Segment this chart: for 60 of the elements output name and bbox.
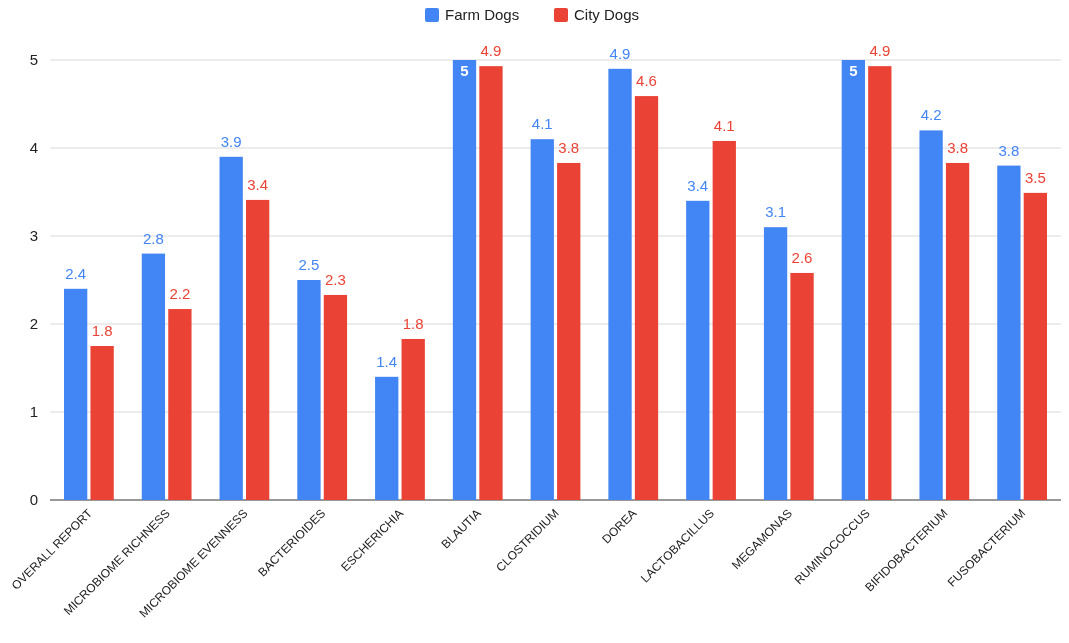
bar	[557, 162, 581, 500]
bar	[219, 156, 243, 500]
data-label: 2.6	[791, 248, 813, 266]
bar	[790, 272, 814, 500]
data-label: 5	[849, 62, 858, 79]
bar	[168, 309, 192, 500]
data-label: 3.8	[998, 141, 1020, 159]
bar	[712, 140, 736, 500]
bar	[763, 227, 788, 500]
bar	[90, 346, 114, 500]
bar	[686, 200, 710, 500]
data-label: 3.4	[247, 175, 269, 193]
data-label: 4.9	[869, 42, 891, 60]
data-label: 3.4	[687, 176, 709, 194]
bar	[608, 68, 632, 500]
data-label: 3.8	[947, 138, 969, 156]
data-label: 3.1	[765, 203, 786, 221]
data-label: 4.9	[609, 44, 631, 62]
bar	[323, 294, 348, 500]
data-label: 4.2	[920, 106, 942, 124]
y-tick-label: 2	[29, 315, 38, 332]
y-tick-label: 0	[29, 491, 38, 508]
data-label: 4.9	[480, 42, 502, 60]
data-label: 4.1	[713, 116, 735, 134]
bar	[841, 60, 865, 500]
data-label: 1.4	[376, 352, 398, 370]
data-label: 2.5	[298, 256, 320, 273]
legend-label: Farm Dogs	[445, 6, 520, 23]
bar	[945, 162, 970, 500]
bar	[634, 96, 659, 500]
y-tick-label: 5	[29, 51, 38, 68]
data-label: 3.8	[558, 138, 580, 156]
data-label: 1.8	[402, 314, 424, 332]
bar	[479, 66, 503, 500]
data-label: 2.2	[169, 285, 191, 303]
bar	[141, 253, 166, 500]
data-label: 3.5	[1024, 168, 1046, 186]
data-label: 2.8	[142, 229, 164, 247]
bar	[401, 338, 425, 500]
bar	[530, 139, 554, 500]
data-label: 2.3	[325, 270, 346, 288]
bar	[997, 165, 1021, 500]
data-label: 1.8	[91, 322, 113, 339]
legend-label: City Dogs	[574, 6, 640, 23]
y-tick-label: 4	[29, 139, 38, 156]
data-label: 5	[460, 62, 469, 79]
bar	[919, 130, 943, 500]
bar	[375, 376, 399, 500]
bar	[868, 66, 892, 500]
y-tick-label: 3	[29, 227, 38, 244]
bar	[64, 288, 88, 500]
data-label: 2.4	[65, 264, 87, 282]
data-label: 3.9	[220, 132, 242, 150]
bar	[297, 280, 321, 500]
y-tick-label: 1	[29, 403, 38, 420]
bar	[452, 60, 477, 500]
bar	[1023, 192, 1047, 500]
data-label: 4.6	[636, 72, 657, 90]
bar	[246, 199, 270, 500]
data-label: 4.1	[531, 115, 553, 133]
